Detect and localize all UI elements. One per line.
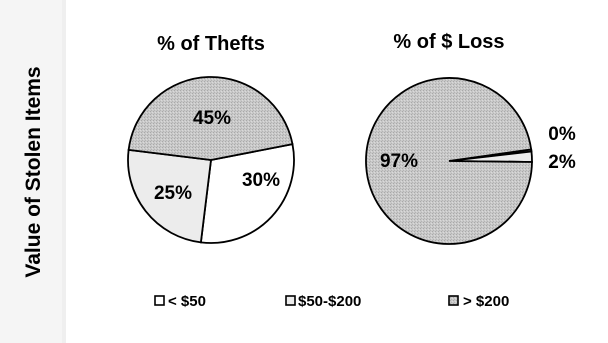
legend-swatch-50-200 bbox=[285, 295, 296, 306]
pie2-label-under-50: 0% bbox=[548, 124, 576, 145]
pie-thefts bbox=[127, 76, 295, 244]
pie2-slice-over-200 bbox=[365, 77, 533, 245]
chart1-title: % of Thefts bbox=[157, 33, 265, 55]
legend-swatch-over-200 bbox=[448, 295, 459, 306]
pie1-slice-over-200 bbox=[127, 76, 294, 161]
pie1-label-50-200: 25% bbox=[154, 183, 192, 204]
pie2-label-50-200: 2% bbox=[548, 152, 576, 173]
pie1-slice-50-200 bbox=[127, 148, 213, 244]
side-label-panel: Value of Stolen Items bbox=[0, 0, 62, 343]
legend-label-50-200: $50-$200 bbox=[298, 293, 361, 310]
chart2-title: % of $ Loss bbox=[393, 31, 504, 53]
legend: < $50 $50-$200 > $200 bbox=[154, 293, 509, 310]
pie1-label-under-50: 30% bbox=[242, 170, 280, 191]
legend-label-over-200: > $200 bbox=[463, 293, 509, 310]
pie2-label-over-200: 97% bbox=[380, 151, 418, 172]
legend-label-under-50: < $50 bbox=[168, 293, 206, 310]
pie1-slice-under-50 bbox=[199, 143, 295, 244]
pie-loss bbox=[365, 77, 533, 245]
pie1-label-over-200: 45% bbox=[193, 108, 231, 129]
legend-swatch-under-50 bbox=[154, 295, 165, 306]
